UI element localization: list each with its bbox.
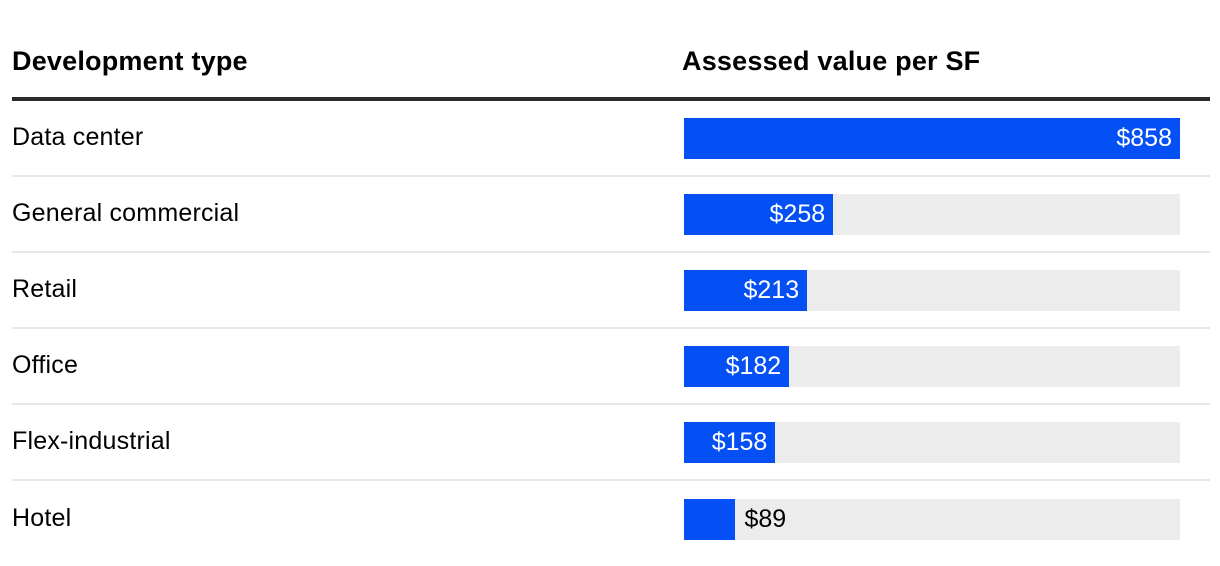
row-label: Data center (12, 122, 144, 151)
value-bar (684, 498, 736, 540)
row-label: Hotel (12, 503, 72, 532)
bar-track: $213 (684, 269, 1180, 311)
table-row: General commercial $258 (12, 177, 1210, 253)
row-label: General commercial (12, 198, 240, 227)
column-header-assessed-value: Assessed value per SF (682, 46, 981, 76)
table-row: Retail $213 (12, 253, 1210, 329)
chart-header-row: Development type Assessed value per SF (12, 0, 1210, 101)
table-row: Flex-industrial $158 (12, 405, 1210, 481)
row-label: Flex-industrial (12, 426, 171, 455)
bar-track: $182 (684, 345, 1180, 387)
bar-track: $89 (684, 498, 1180, 540)
bar-track: $158 (684, 421, 1180, 463)
table-row: Data center $858 (12, 101, 1210, 177)
value-bar: $258 (684, 193, 834, 235)
chart-rows: Data center $858 General commercial $258… (12, 101, 1210, 557)
value-label-inside: $858 (1116, 123, 1172, 152)
value-label-outside: $89 (744, 504, 787, 533)
row-label: Office (12, 350, 79, 379)
table-row: Hotel $89 (12, 481, 1210, 557)
value-label-inside: $258 (769, 199, 826, 228)
value-label-inside: $213 (743, 275, 800, 304)
chart-inner: Development type Assessed value per SF D… (12, 0, 1210, 557)
column-header-development-type: Development type (12, 46, 248, 76)
value-bar: $213 (684, 269, 808, 311)
value-bar: $158 (684, 421, 776, 463)
value-bar: $182 (684, 345, 790, 387)
bar-track: $258 (684, 193, 1180, 235)
row-label: Retail (12, 274, 78, 303)
bar-track: $858 (684, 117, 1180, 159)
value-label-inside: $182 (725, 351, 782, 380)
table-row: Office $182 (12, 329, 1210, 405)
value-label-inside: $158 (711, 427, 768, 456)
value-bar: $858 (684, 117, 1180, 159)
